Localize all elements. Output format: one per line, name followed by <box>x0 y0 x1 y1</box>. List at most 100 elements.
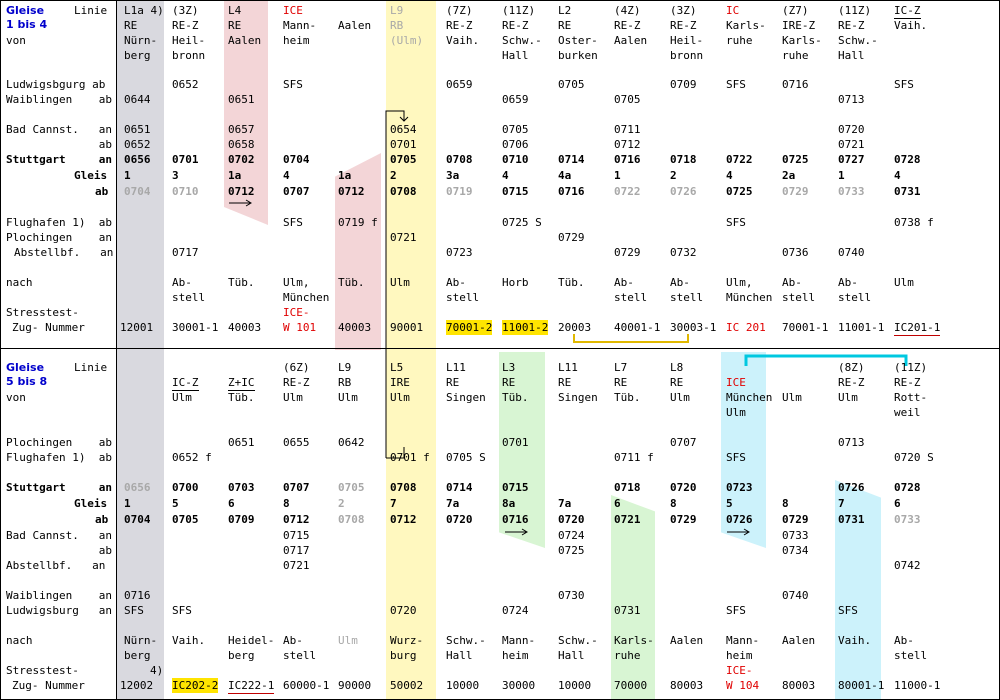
train-number-top: 70001-2 <box>446 320 493 335</box>
column-head-bottom: Tüb. <box>502 391 529 404</box>
column-head-bottom: Ulm <box>338 391 358 404</box>
track-number-top: 2a <box>782 169 796 182</box>
stuttgart-departure-bottom: 0716 <box>502 513 529 526</box>
stuttgart-departure-bottom: 0704 <box>124 513 151 526</box>
onward-time-top: 0721 <box>390 231 417 244</box>
stuttgart-departure-bottom: 0708 <box>338 513 365 526</box>
column-head-top: Vaih. <box>894 19 928 32</box>
train-number-bottom: 10000 <box>446 679 480 692</box>
station-label-top: Stuttgart an <box>6 153 112 166</box>
column-head-top: (7Z) <box>446 4 473 17</box>
onward-time-bottom: 0717 <box>283 544 310 557</box>
track-number-top: 1a <box>338 169 352 182</box>
station-label-bottom: ab <box>95 513 109 526</box>
column-head-top: Mann- <box>283 19 317 32</box>
column-head-top: RE <box>124 19 138 32</box>
destination-bottom: Ab- <box>283 634 303 647</box>
onward-time-bottom: SFS <box>172 604 192 617</box>
onward-time-bottom: 0731 <box>614 604 641 617</box>
onward-time-bottom: 0742 <box>894 559 921 572</box>
departure-time-bottom: 0707 <box>670 436 697 449</box>
departure-time-top: 0705 <box>614 93 641 106</box>
destination-top: München <box>726 291 773 304</box>
departure-time-top: 0658 <box>228 138 255 151</box>
column-head-top: L2 <box>558 4 572 17</box>
column-head-top: RE-Z <box>838 19 865 32</box>
track-number-bottom: 5 <box>726 497 733 510</box>
stuttgart-arrival-top: 0708 <box>446 153 473 166</box>
destination-top: Tüb. <box>228 276 255 289</box>
destination-top: Ulm, <box>726 276 753 289</box>
column-head-top: RE <box>228 19 242 32</box>
destination-bottom: Schw.- <box>558 634 598 647</box>
train-number-top: 30003-1 <box>670 321 717 334</box>
train-number-bottom: 80003 <box>782 679 816 692</box>
station-label-bottom: Gleis <box>74 497 108 510</box>
stuttgart-departure-bottom: 0733 <box>894 513 921 526</box>
linie-label-top: Linie <box>74 4 108 17</box>
gleise-title-top: Gleise <box>6 4 45 17</box>
column-head-top: (11Z) <box>838 4 872 17</box>
track-number-bottom: 1 <box>124 497 131 510</box>
station-label-bottom: ab <box>6 544 112 557</box>
train-number-top: 20003 <box>558 321 592 334</box>
stuttgart-departure-bottom: 0720 <box>446 513 473 526</box>
track-number-top: 4 <box>894 169 901 182</box>
stuttgart-departure-top: 0719 <box>446 185 473 198</box>
destination-bottom: Karls- <box>614 634 654 647</box>
stuttgart-departure-top: 0726 <box>670 185 697 198</box>
station-label-top: Ludwigsbgurg ab <box>6 78 106 91</box>
train-number-bottom: ICE- <box>726 664 753 677</box>
destination-top: Ab- <box>782 276 802 289</box>
departure-time-bottom: SFS <box>726 451 746 464</box>
column-head-top: Vaih. <box>446 34 480 47</box>
destination-top: stell <box>172 291 206 304</box>
train-number-top: 40003 <box>338 321 372 334</box>
departure-time-bottom: 0701 f <box>390 451 430 464</box>
station-label-top: Plochingen an <box>6 231 112 244</box>
destination-bottom: Hall <box>558 649 585 662</box>
onward-time-bottom: 0721 <box>283 559 310 572</box>
column-head-top: Nürn- <box>124 34 158 47</box>
column-head-top: Hall <box>838 49 865 62</box>
stuttgart-arrival-bottom: 0656 <box>124 481 151 494</box>
departure-time-top: 0720 <box>838 123 865 136</box>
column-head-top: RE-Z <box>614 19 641 32</box>
column-head-bottom: Ulm <box>172 391 192 404</box>
stuttgart-departure-bottom: 0705 <box>172 513 199 526</box>
departure-time-top: 0709 <box>670 78 697 91</box>
station-label-top: Gleis <box>74 169 108 182</box>
gleise-range-bottom: 5 bis 8 <box>6 375 48 388</box>
column-head-top: Heil- <box>670 34 704 47</box>
station-label-bottom: Waiblingen an <box>6 589 112 602</box>
station-label-top: Zug- Nummer <box>12 321 85 334</box>
column-head-top: Karls- <box>726 19 766 32</box>
column-head-bottom: ICE <box>726 376 746 389</box>
train-number-top: 11001-1 <box>838 321 885 334</box>
station-label-top: Waiblingen ab <box>6 93 112 106</box>
stuttgart-arrival-top: 0728 <box>894 153 921 166</box>
stuttgart-arrival-bottom: 0726 <box>838 481 865 494</box>
column-head-top: bronn <box>172 49 206 62</box>
train-number-bottom: 60000-1 <box>283 679 330 692</box>
stuttgart-arrival-top: 0722 <box>726 153 753 166</box>
column-head-top: Aalen <box>614 34 648 47</box>
column-head-bottom: RE <box>502 376 516 389</box>
column-head-top: burken <box>558 49 598 62</box>
column-head-bottom: Ulm <box>726 406 746 419</box>
column-head-bottom: Ulm <box>390 391 410 404</box>
stuttgart-departure-bottom: 0709 <box>228 513 255 526</box>
stuttgart-arrival-top: 0727 <box>838 153 865 166</box>
column-head-bottom: Rott- <box>894 391 928 404</box>
onward-time-top: 0738 f <box>894 216 934 229</box>
train-number-top: ICE- <box>283 306 310 319</box>
stuttgart-arrival-top: 0716 <box>614 153 641 166</box>
track-number-top: 3 <box>172 169 179 182</box>
departure-time-bottom: 0711 f <box>614 451 654 464</box>
stuttgart-arrival-top: 0656 <box>124 153 151 166</box>
departure-time-bottom: 0705 S <box>446 451 486 464</box>
column-head-top: RE-Z <box>172 19 199 32</box>
destination-top: München <box>283 291 330 304</box>
departure-time-bottom: 0652 f <box>172 451 212 464</box>
stuttgart-arrival-top: 0725 <box>782 153 809 166</box>
